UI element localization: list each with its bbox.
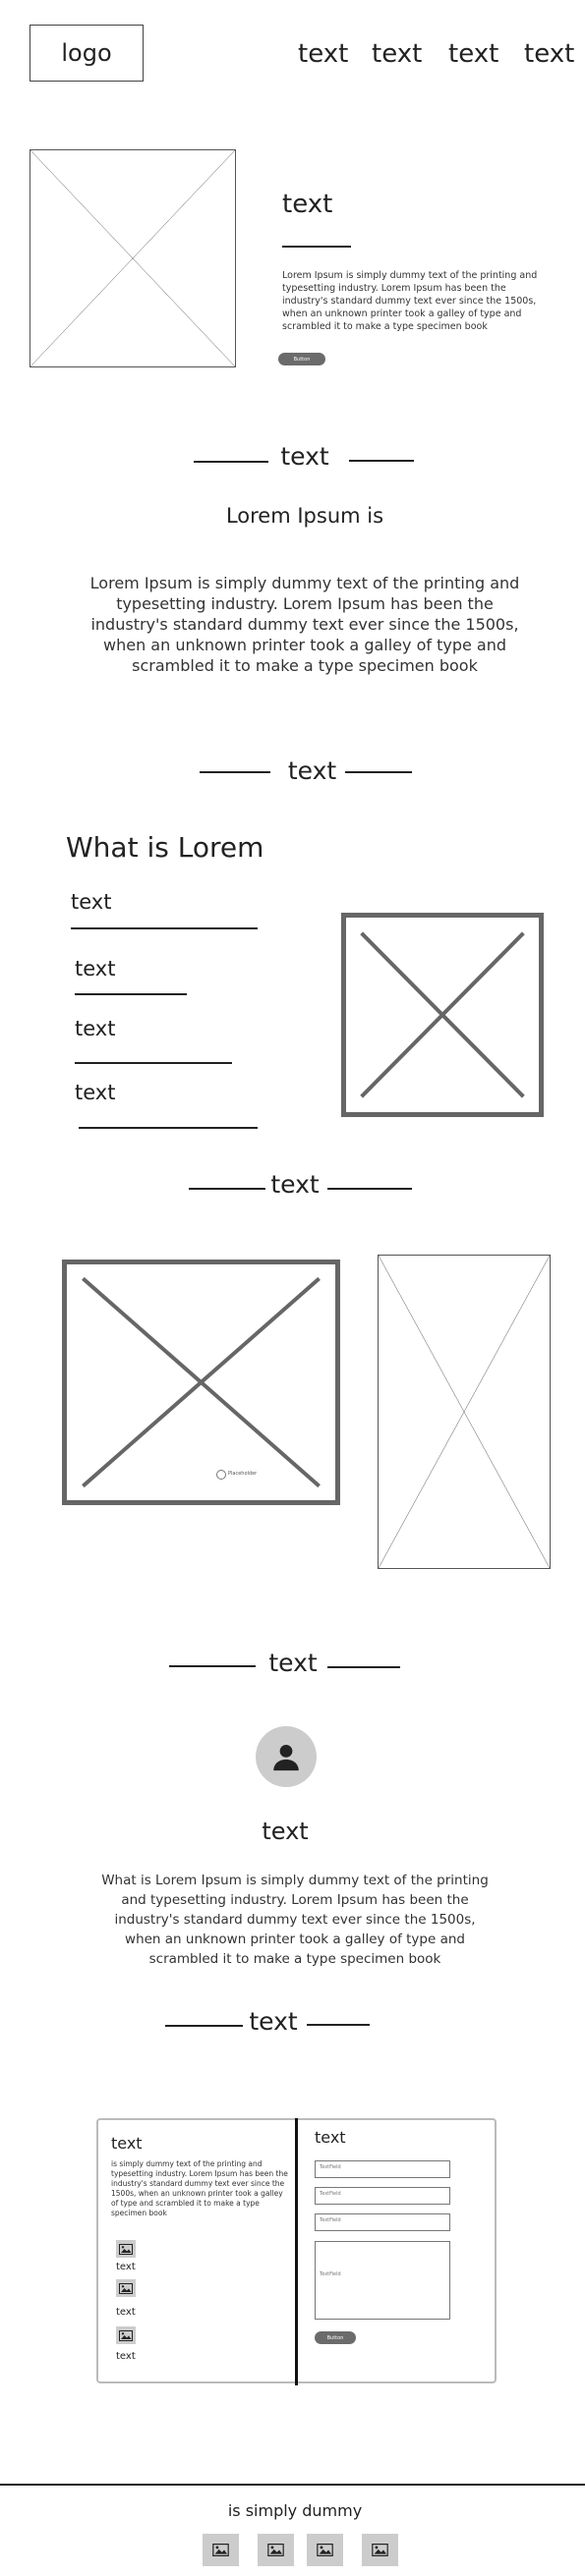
section5-rule-right <box>307 2024 370 2026</box>
logo[interactable]: logo <box>29 25 144 82</box>
section2-title: What is Lorem <box>66 831 264 864</box>
section1-body: Lorem Ipsum is simply dummy text of the … <box>89 574 520 675</box>
user-icon <box>273 1744 299 1771</box>
nav-item-2[interactable]: text <box>372 39 423 69</box>
image-icon <box>116 2279 136 2297</box>
section1-rule-left <box>194 461 268 463</box>
hero-button[interactable]: Button <box>278 353 325 365</box>
contact-icon-label-3: text <box>116 2351 136 2362</box>
section2-rule-left <box>200 771 270 773</box>
contact-icon-label-1: text <box>116 2262 136 2272</box>
hero-title: text <box>282 190 333 219</box>
section3-rule-left <box>189 1188 265 1190</box>
footer-image-icon-1[interactable] <box>203 2534 239 2566</box>
section3-image-large <box>62 1260 340 1505</box>
list-item-1: text <box>71 890 112 914</box>
section5-heading: text <box>249 2007 298 2036</box>
radio-icon <box>216 1470 226 1480</box>
section3-heading: text <box>270 1170 320 1199</box>
section4-rule-right <box>327 1666 400 1668</box>
footer-divider <box>0 2484 585 2486</box>
section3-rule-right <box>327 1188 412 1190</box>
text-field-1[interactable]: TextField <box>315 2160 450 2178</box>
text-field-2[interactable]: TextField <box>315 2187 450 2205</box>
section4-heading: text <box>268 1649 318 1677</box>
list-item-3: text <box>75 1017 116 1040</box>
textarea-field[interactable]: TextField <box>315 2241 450 2320</box>
image-icon <box>116 2326 136 2344</box>
footer-image-icon-3[interactable] <box>307 2534 343 2566</box>
contact-icon-label-2: text <box>116 2307 136 2318</box>
section3-caption: Placeholder <box>228 1471 258 1477</box>
form-submit-button[interactable]: Button <box>315 2331 356 2344</box>
section3-image-tall <box>378 1255 551 1569</box>
hero-title-underline <box>282 246 351 248</box>
nav-item-3[interactable]: text <box>448 39 499 69</box>
section1-subheading: Lorem Ipsum is <box>225 504 384 528</box>
section2-rule-right <box>345 771 412 773</box>
list-item-2-line <box>75 993 187 995</box>
contact-form-title: text <box>315 2128 346 2147</box>
section2-heading: text <box>287 756 337 785</box>
text-field-3[interactable]: TextField <box>315 2213 450 2231</box>
avatar <box>256 1726 317 1787</box>
list-item-3-line <box>75 1062 232 1064</box>
contact-card-divider <box>295 2118 298 2385</box>
footer-text: is simply dummy <box>227 2501 363 2520</box>
footer-image-icon-4[interactable] <box>362 2534 398 2566</box>
section4-name: text <box>262 1818 309 1845</box>
hero-image-placeholder <box>29 149 236 367</box>
section5-rule-left <box>165 2025 243 2027</box>
list-item-2: text <box>75 957 116 980</box>
section4-body: What is Lorem Ipsum is simply dummy text… <box>101 1873 489 1967</box>
section1-rule-right <box>349 460 414 462</box>
section2-image-placeholder <box>341 913 544 1117</box>
section1-heading: text <box>280 442 329 471</box>
section4-rule-left <box>169 1665 256 1667</box>
image-icon <box>116 2240 136 2258</box>
hero-body: Lorem Ipsum is simply dummy text of the … <box>282 270 538 332</box>
list-item-1-line <box>71 927 258 929</box>
list-item-4: text <box>75 1081 116 1104</box>
list-item-4-line <box>79 1127 258 1129</box>
nav-item-1[interactable]: text <box>298 39 349 69</box>
footer-image-icon-2[interactable] <box>258 2534 294 2566</box>
nav-item-4[interactable]: text <box>524 39 575 69</box>
contact-left-body: is simply dummy text of the printing and… <box>111 2159 288 2217</box>
contact-left-title: text <box>111 2134 143 2153</box>
